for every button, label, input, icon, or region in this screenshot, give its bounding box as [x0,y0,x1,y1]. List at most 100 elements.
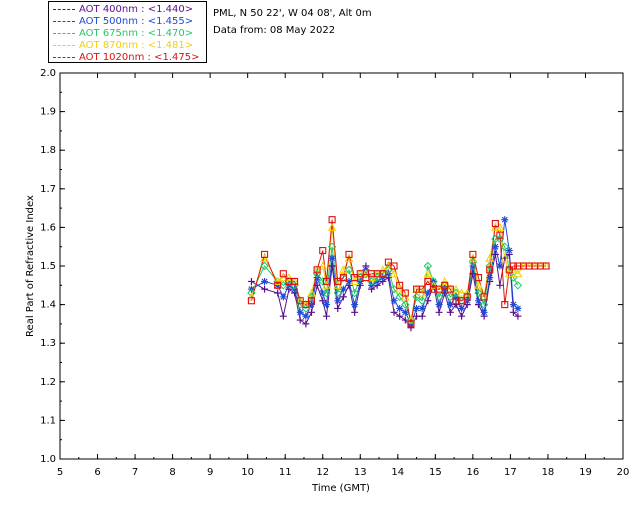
legend-label: AOT 1020nm : <1.475> [79,52,200,63]
data-point [542,262,550,270]
data-point [274,281,282,289]
data-point [435,285,443,293]
data-point [328,254,336,262]
data-point [446,285,454,293]
data-point [313,281,321,289]
data-point [501,216,509,224]
data-point [505,247,513,255]
data-point [351,301,359,309]
data-point [319,297,327,305]
legend-label: AOT 400nm : <1.440> [79,4,194,15]
data-point [362,274,370,282]
data-point [279,312,287,320]
legend-swatch [53,44,75,46]
x-axis-label: Time (GMT) [311,483,370,494]
data-point [307,308,315,316]
data-point [496,281,504,289]
data-point [333,280,343,289]
data-point [446,292,455,302]
legend-swatch [53,32,75,34]
data-point [514,304,522,312]
data-point [480,308,488,316]
data-point [441,281,449,289]
legend-label: AOT 675nm : <1.470> [79,28,194,39]
data-point [302,301,310,309]
legend-swatch [53,56,75,58]
data-point [284,273,294,282]
data-point [440,276,450,285]
data-point [513,269,523,278]
data-point [480,293,488,301]
data-point [396,304,404,312]
data-point [274,289,282,297]
y-tick-label: 1.1 [40,415,56,426]
data-point [307,297,316,305]
data-point [462,288,472,297]
date-info: Data from: 08 May 2022 [213,25,336,36]
x-tick-label: 11 [279,467,292,478]
data-point [395,284,405,293]
data-point [435,301,443,309]
data-point [479,300,489,309]
site-info: PML, N 50 22', W 04 08', Alt 0m [213,8,372,19]
data-point [247,288,256,298]
data-point [302,320,310,328]
data-point [278,273,288,282]
data-point [486,266,494,274]
y-tick-label: 1.0 [40,454,56,465]
y-tick-label: 1.6 [40,222,56,233]
legend-item-870nm: AOT 870nm : <1.481> [53,40,193,52]
data-point [344,253,354,262]
data-point [413,304,421,312]
y-tick-label: 1.5 [40,261,56,272]
y-tick-label: 2.0 [40,68,56,79]
data-point [318,261,328,270]
data-point [457,288,466,297]
data-point [474,297,482,305]
data-point [302,312,310,320]
data-point [474,274,483,282]
x-tick-label: 12 [316,467,329,478]
data-point [333,288,342,298]
data-point [296,308,304,316]
data-point [334,304,342,312]
data-point [356,270,364,278]
x-tick-label: 14 [391,467,404,478]
data-point [339,293,347,301]
data-point [247,277,255,285]
data-point [378,265,388,274]
data-point [491,243,499,251]
data-point [273,276,283,285]
data-point [451,284,461,293]
data-point [379,270,387,278]
data-point [396,312,404,320]
data-point [463,293,471,301]
data-point [261,285,269,293]
x-tick-label: 7 [132,467,138,478]
x-tick-label: 18 [542,467,555,478]
data-point [318,277,327,286]
data-point [339,274,347,282]
data-point [509,308,517,316]
x-tick-label: 15 [429,467,442,478]
x-tick-label: 13 [354,467,367,478]
data-point [389,269,399,278]
data-point [307,288,316,297]
data-point [279,293,287,301]
data-point [501,301,509,309]
data-point [500,253,510,262]
data-point [401,289,409,297]
legend-label: AOT 500nm : <1.455> [79,16,194,27]
data-point [434,292,444,302]
data-point [417,296,427,305]
data-point [339,285,347,293]
data-point [260,261,269,271]
data-point [418,304,426,312]
data-point [474,280,483,289]
data-point [406,315,416,324]
x-tick-label: 5 [57,467,63,478]
data-point [509,301,517,309]
data-point [469,250,477,258]
y-axis-label: Real Part of Refractive Index [25,195,36,337]
y-tick-label: 1.4 [40,300,56,311]
